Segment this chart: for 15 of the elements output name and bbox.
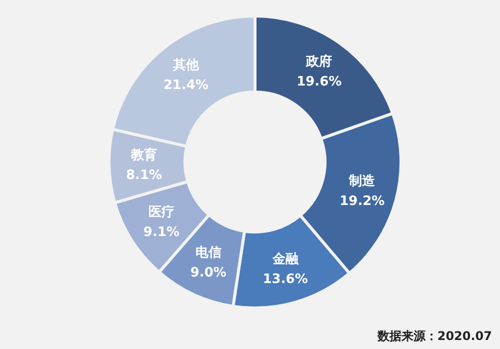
data-label: 21.4% — [163, 78, 208, 94]
slice-label: 医疗 — [148, 204, 174, 220]
slice-label: 金融 — [271, 252, 300, 267]
data-label: 8.1% — [126, 168, 162, 184]
data-label: 9.0% — [190, 266, 226, 281]
data-label: 19.2% — [340, 194, 385, 209]
slice-label: 政府 — [305, 53, 332, 70]
data-label: 19.6% — [296, 74, 342, 90]
slice-label: 教育 — [130, 147, 158, 164]
data-label: 13.6% — [262, 272, 308, 287]
data-label: 9.1% — [143, 224, 180, 240]
source-note: 数据来源：2020.07 — [376, 329, 492, 343]
slice-label: 电信 — [195, 246, 222, 261]
slice-label: 制造 — [348, 174, 376, 189]
slice-label: 其他 — [172, 58, 200, 74]
